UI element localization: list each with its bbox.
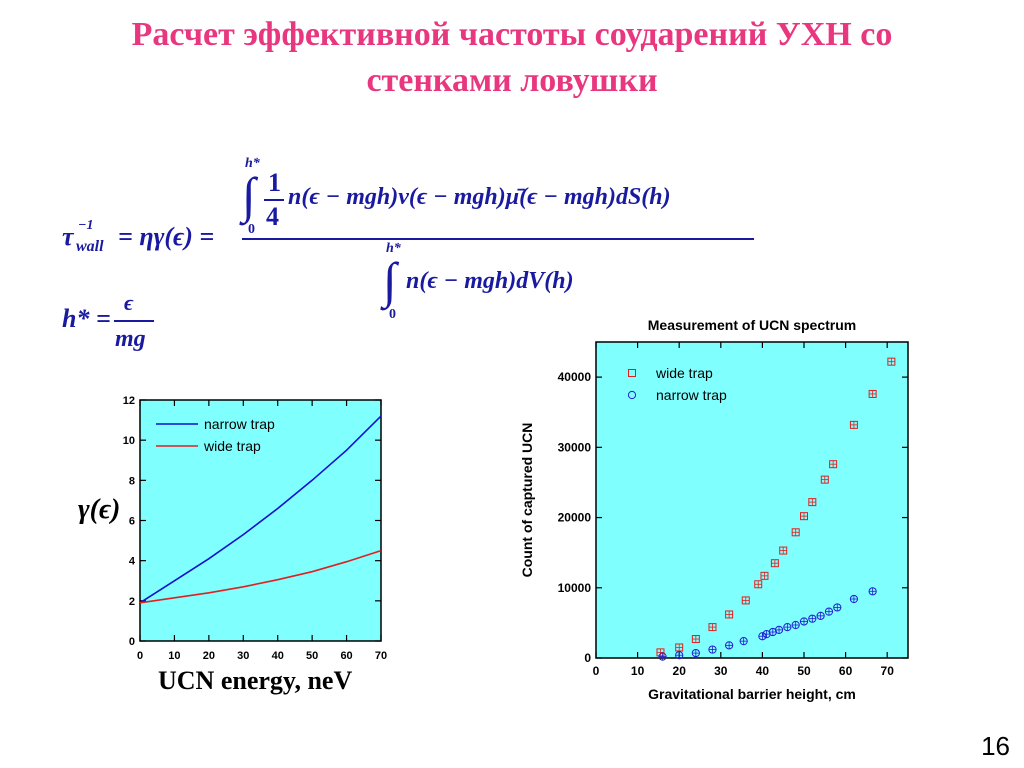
x-tick-label: 60 — [839, 664, 853, 678]
denominator-integrand: n(ϵ − mgh)dV(h) — [406, 268, 574, 294]
left-x-axis-label: UCN energy, neV — [158, 666, 353, 695]
x-tick-label: 60 — [340, 650, 352, 662]
hstar-lhs: h* = — [62, 304, 111, 333]
y-tick-label: 10000 — [558, 581, 592, 595]
x-axis-label: Gravitational barrier height, cm — [648, 686, 856, 702]
title-line-1: Расчет эффективной частоты соударений УХ… — [131, 16, 893, 53]
y-tick-label: 4 — [129, 556, 136, 568]
hstar-numerator: ϵ — [124, 290, 134, 315]
quarter-bar — [264, 199, 284, 201]
numerator-lower-limit: 0 — [248, 222, 255, 237]
slide-title: Расчет эффективной частоты соударений УХ… — [40, 12, 984, 104]
x-tick-label: 70 — [881, 664, 895, 678]
y-tick-label: 10 — [123, 435, 135, 447]
plot-area — [595, 341, 909, 659]
gamma-chart: 0 10 20 30 40 50 60 70 0 2 4 6 8 10 12 narrow trap wide … — [123, 395, 387, 662]
plot-area — [139, 399, 382, 642]
chart-title: Measurement of UCN spectrum — [648, 317, 857, 333]
numerator-integral-sign: ∫ — [242, 167, 256, 223]
y-tick-label: 40000 — [558, 370, 592, 384]
legend-wide-trap-swatch — [628, 369, 636, 377]
legend-narrow-trap-label: narrow trap — [204, 416, 275, 432]
x-tick-label: 40 — [272, 650, 284, 662]
x-tick-label: 10 — [631, 664, 645, 678]
gamma-axis-label: γ(ϵ) — [78, 494, 121, 525]
x-tick-label: 30 — [714, 664, 728, 678]
legend-wide-trap-label: wide trap — [203, 438, 261, 454]
tau-subscript: wall — [76, 238, 104, 255]
series-narrow-trap-line — [139, 415, 382, 604]
x-tick-label: 20 — [203, 650, 215, 662]
main-fraction-bar — [242, 238, 754, 240]
page-number: 16 — [981, 731, 1010, 761]
y-tick-label: 20000 — [558, 511, 592, 525]
x-tick-label: 40 — [756, 664, 770, 678]
ucn-spectrum-chart: Measurement of UCN spectrum 0 10 20 30 40 50 60… — [519, 317, 909, 702]
y-tick-label: 12 — [123, 395, 135, 407]
title-line-2: стенками ловушки — [366, 62, 658, 99]
quarter-denominator: 4 — [266, 202, 279, 231]
numerator-integrand: n(ϵ − mgh)v(ϵ − mgh)μ̄(ϵ − mgh)dS(h) — [288, 184, 671, 210]
x-tick-label: 30 — [237, 650, 249, 662]
y-axis-label: Count of captured UCN — [519, 423, 535, 578]
denominator-upper-limit: h* — [386, 241, 401, 256]
quarter-numerator: 1 — [268, 168, 281, 197]
hstar-bar — [114, 320, 154, 322]
series-wide-trap-line — [139, 549, 382, 604]
x-tick-label: 50 — [797, 664, 811, 678]
x-tick-label: 10 — [168, 650, 180, 662]
y-tick-label: 0 — [129, 636, 135, 648]
hstar-denominator: mg — [115, 326, 146, 352]
x-tick-label: 20 — [673, 664, 687, 678]
tau-rhs: = ηγ(ϵ) = — [118, 222, 215, 251]
x-tick-label: 0 — [593, 664, 600, 678]
tau-symbol: τ — [62, 222, 74, 251]
x-tick-label: 50 — [306, 650, 318, 662]
y-tick-label: 30000 — [558, 440, 592, 454]
legend-narrow-trap-swatch — [627, 390, 637, 400]
tau-superscript: −1 — [78, 218, 94, 233]
y-tick-label: 2 — [129, 596, 135, 608]
y-tick-label: 0 — [584, 651, 591, 665]
y-tick-label: 8 — [129, 475, 135, 487]
denominator-integral-sign: ∫ — [383, 252, 397, 308]
y-tick-label: 6 — [129, 516, 135, 528]
numerator-upper-limit: h* — [245, 156, 260, 171]
x-tick-label: 70 — [375, 650, 387, 662]
legend-wide-trap-label: wide trap — [655, 365, 713, 381]
legend-narrow-trap-label: narrow trap — [656, 387, 727, 403]
x-tick-label: 0 — [137, 650, 143, 662]
denominator-lower-limit: 0 — [389, 307, 396, 322]
